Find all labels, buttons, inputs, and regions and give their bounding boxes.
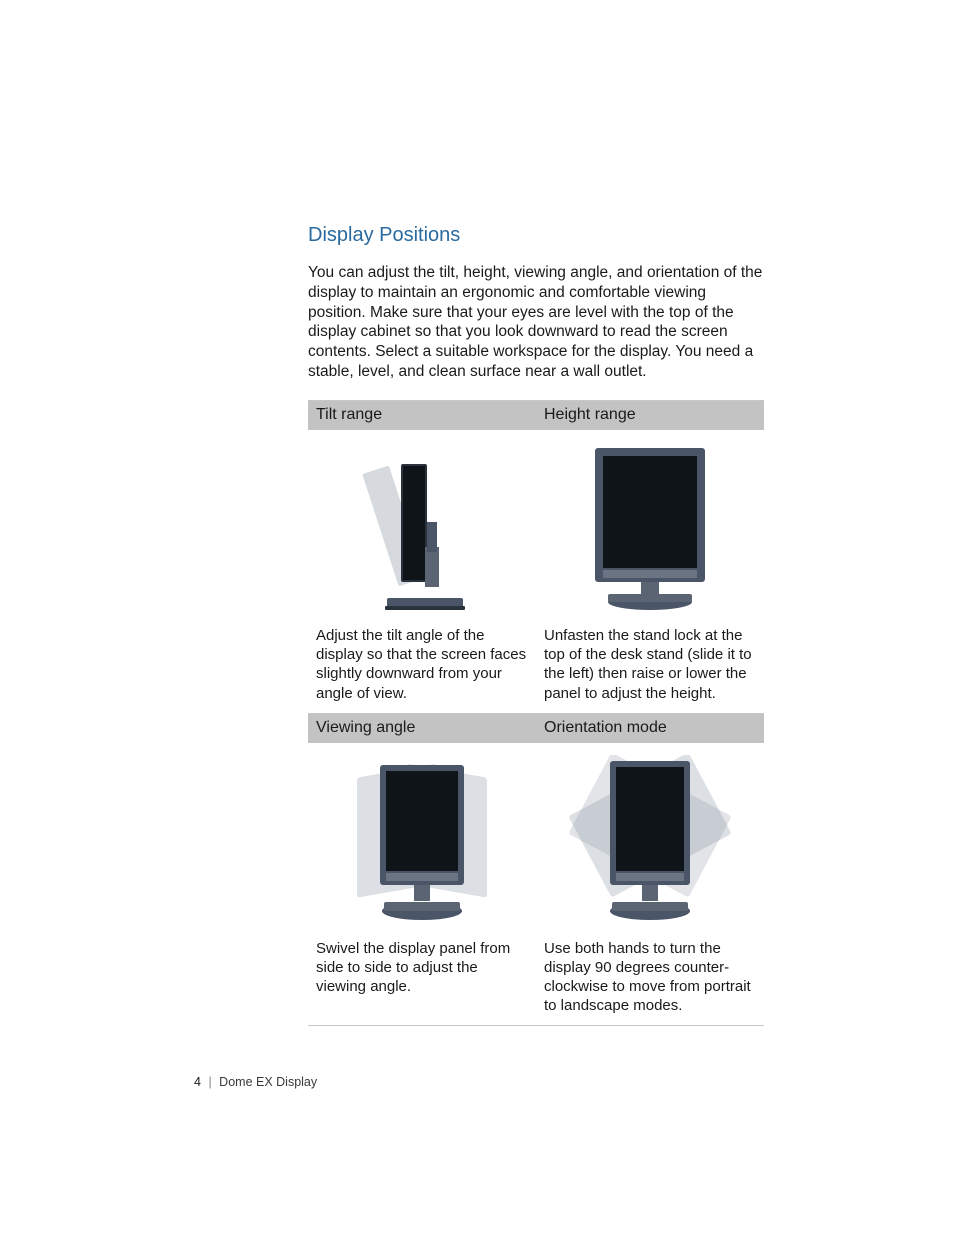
cell-tilt: Tilt range xyxy=(308,401,536,714)
orientation-illustration xyxy=(544,755,756,925)
positions-grid: Tilt range xyxy=(308,400,764,1027)
swivel-illustration xyxy=(316,755,528,925)
cell-viewing-angle: Viewing angle xyxy=(308,714,536,1027)
cell-desc: Adjust the tilt angle of the display so … xyxy=(316,626,528,703)
page-footer: 4 | Dome EX Display xyxy=(194,1075,317,1089)
cell-orientation: Orientation mode xyxy=(536,714,764,1027)
height-illustration xyxy=(544,442,756,612)
footer-separator: | xyxy=(208,1075,211,1089)
tilt-illustration xyxy=(316,442,528,612)
cell-desc: Use both hands to turn the display 90 de… xyxy=(544,939,756,1016)
cell-header: Orientation mode xyxy=(536,714,764,743)
cell-desc: Swivel the display panel from side to si… xyxy=(316,939,528,997)
intro-paragraph: You can adjust the tilt, height, viewing… xyxy=(308,263,764,382)
cell-height: Height range xyxy=(536,401,764,714)
page-number: 4 xyxy=(194,1075,201,1089)
cell-desc: Unfasten the stand lock at the top of th… xyxy=(544,626,756,703)
cell-header: Tilt range xyxy=(308,401,536,430)
doc-title: Dome EX Display xyxy=(219,1075,317,1089)
cell-header: Height range xyxy=(536,401,764,430)
section-title: Display Positions xyxy=(308,224,764,247)
cell-header: Viewing angle xyxy=(308,714,536,743)
